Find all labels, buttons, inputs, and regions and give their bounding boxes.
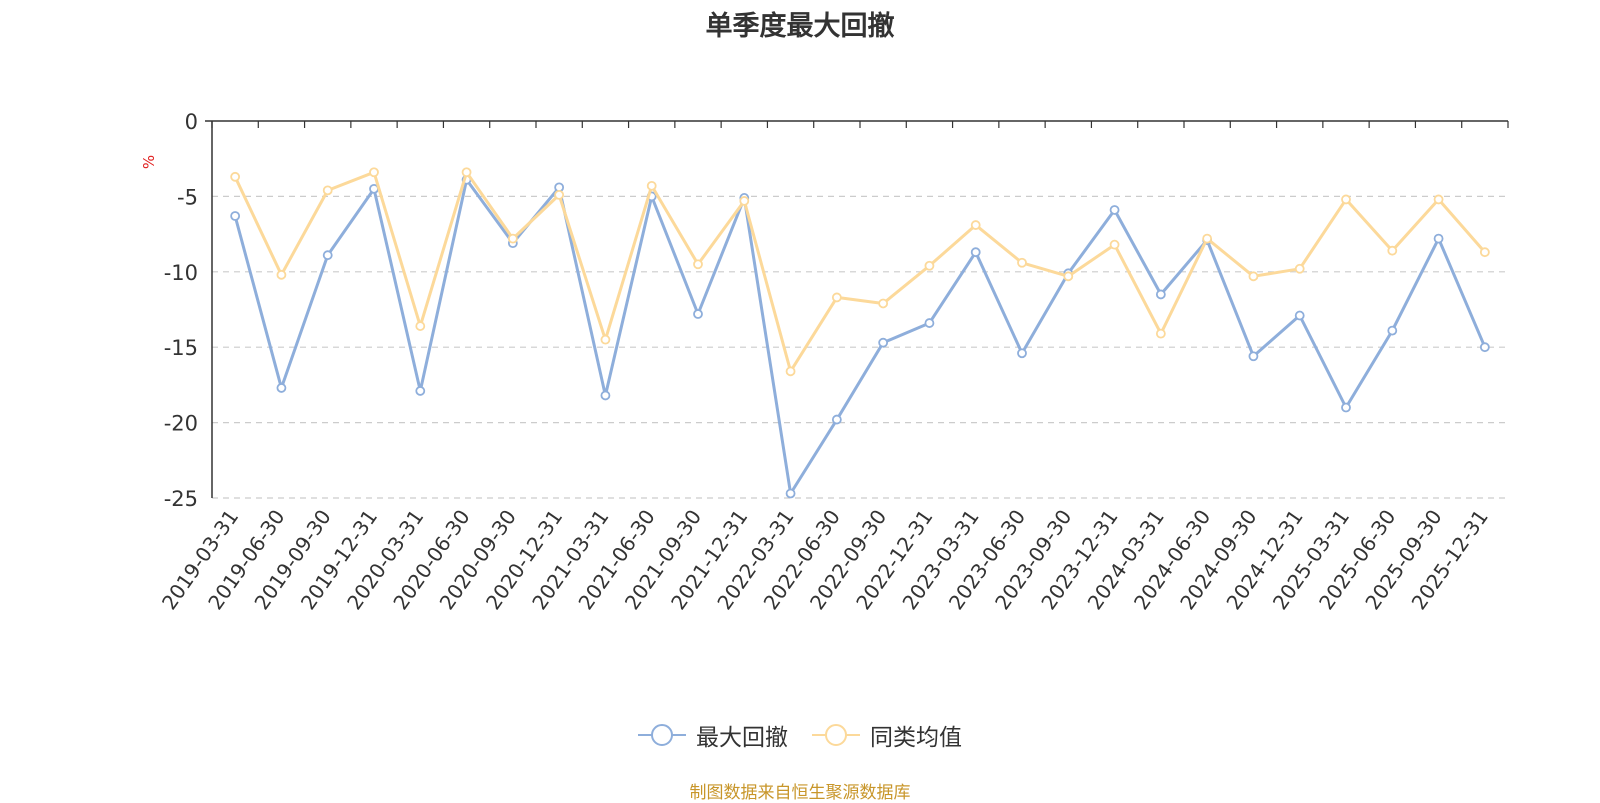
series-line — [233, 170, 1487, 373]
y-tick-label: -5 — [177, 185, 198, 209]
series-group — [230, 167, 1490, 377]
data-point — [878, 298, 889, 309]
data-point — [970, 220, 981, 230]
data-point — [600, 390, 611, 401]
y-tick-label: -10 — [164, 261, 198, 285]
data-point — [322, 185, 333, 196]
data-point — [461, 167, 472, 178]
data-point — [276, 383, 287, 393]
data-point — [415, 321, 426, 331]
legend-marker-icon — [638, 724, 686, 746]
series-line — [233, 178, 1487, 495]
data-point — [1433, 194, 1444, 205]
data-point — [924, 318, 935, 328]
data-point — [276, 269, 287, 280]
data-point — [507, 233, 518, 244]
data-point — [785, 488, 796, 499]
data-point — [1387, 245, 1398, 256]
y-tick-label: 0 — [185, 110, 198, 134]
data-point — [693, 309, 703, 319]
y-axis-unit-label: % — [140, 155, 158, 169]
data-point — [831, 414, 842, 425]
legend[interactable]: 最大回撤 同类均值 — [0, 718, 1600, 752]
data-point — [369, 167, 379, 178]
legend-label: 最大回撤 — [696, 725, 788, 751]
data-point — [322, 250, 333, 261]
data-point — [415, 386, 426, 396]
y-tick-label: -15 — [164, 336, 198, 360]
legend-item-series-2[interactable]: 同类均值 — [812, 718, 962, 752]
data-point — [739, 196, 750, 206]
legend-marker-icon — [812, 724, 860, 746]
data-point — [230, 171, 241, 182]
axes: 0-5-10-15-20-252019-03-312019-06-302019-… — [157, 110, 1509, 614]
chart-title: 单季度最大回撤 — [705, 11, 895, 42]
data-point — [1155, 289, 1166, 300]
data-point — [1109, 205, 1120, 215]
legend-label: 同类均值 — [870, 725, 962, 751]
data-point — [831, 292, 842, 303]
data-point — [1017, 348, 1027, 359]
data-point — [1294, 310, 1305, 321]
data-point — [646, 180, 657, 191]
data-point — [600, 334, 611, 345]
gridlines — [212, 195, 1508, 499]
data-point — [1433, 233, 1444, 244]
data-point — [878, 337, 889, 348]
data-point — [1479, 247, 1490, 258]
y-tick-label: -25 — [164, 487, 198, 511]
data-point — [785, 366, 796, 377]
data-point — [1387, 325, 1398, 336]
data-point — [1294, 263, 1305, 274]
data-point — [970, 247, 981, 258]
data-point — [1479, 342, 1490, 353]
data-point — [1248, 271, 1259, 282]
data-point — [924, 260, 935, 271]
data-point — [1017, 257, 1027, 268]
data-point — [1341, 402, 1351, 413]
data-point — [554, 189, 565, 200]
data-point — [1202, 233, 1213, 244]
data-point — [1109, 239, 1120, 250]
series-group — [230, 174, 1490, 499]
data-point — [1248, 351, 1259, 362]
data-point — [1155, 328, 1166, 339]
source-note: 制图数据来自恒生聚源数据库 — [689, 783, 911, 803]
y-tick-label: -20 — [164, 412, 198, 436]
data-point — [693, 259, 703, 270]
data-point — [230, 211, 241, 221]
data-point — [1341, 194, 1351, 205]
data-point — [1063, 271, 1074, 282]
series-lines — [230, 167, 1490, 499]
legend-item-series-1[interactable]: 最大回撤 — [638, 718, 788, 752]
